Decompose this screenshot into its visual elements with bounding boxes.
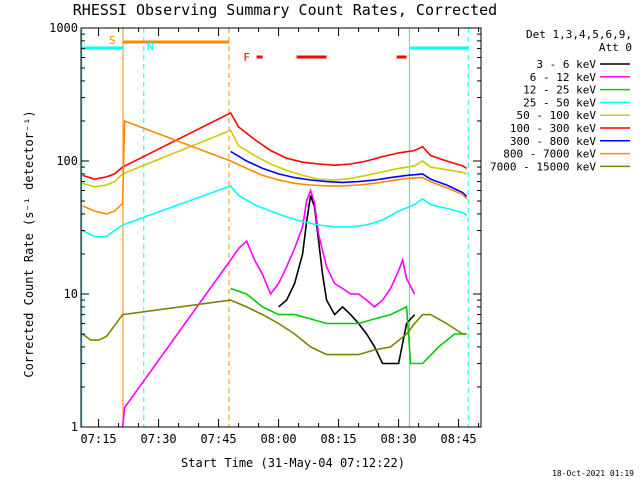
series-line-0 xyxy=(278,195,416,365)
y-axis-label: Corrected Count Rate (s⁻¹ detector⁻¹) xyxy=(22,110,36,377)
axes-group: 1 10 100 1000 07:15 07:30 07:45 08:00 08:15 08:30… xyxy=(49,21,481,446)
series-line-2 xyxy=(230,287,467,365)
legend-header: Det 1,3,4,5,6,9, xyxy=(526,28,632,41)
chart-title: RHESSI Observing Summary Count Rates, Co… xyxy=(72,1,498,19)
x-tick-label: 08:30 xyxy=(381,432,417,446)
generated-timestamp: 18-Oct-2021 01:19 xyxy=(552,469,634,478)
y-tick-label: 1000 xyxy=(49,21,78,35)
x-axis-label: Start Time (31-May-04 07:12:22) xyxy=(181,456,405,470)
legend-entry-label: 25 - 50 keV xyxy=(523,96,596,109)
saa-flag-label: S xyxy=(109,34,116,47)
series-line-1 xyxy=(121,188,416,428)
legend-entry-label: 6 - 12 keV xyxy=(530,71,597,84)
legend-entry-label: 7000 - 15000 keV xyxy=(490,160,596,173)
x-tick-label: 07:30 xyxy=(141,432,177,446)
series-line-3 xyxy=(82,184,468,238)
x-tick-label: 08:15 xyxy=(321,432,357,446)
y-tick-label: 1 xyxy=(71,420,78,434)
series-line-6 xyxy=(230,150,468,198)
x-tick-label: 07:15 xyxy=(81,432,117,446)
legend-entry-label: 300 - 800 keV xyxy=(510,135,596,148)
y-tick-label: 100 xyxy=(56,154,78,168)
y-tick-label: 10 xyxy=(64,287,78,301)
night-markers xyxy=(81,28,469,427)
x-tick-label: 07:45 xyxy=(201,432,237,446)
series-line-7 xyxy=(82,119,468,215)
legend-entry-label: 3 - 6 keV xyxy=(536,58,596,71)
legend-entry-label: 100 - 300 keV xyxy=(510,122,596,135)
legend-header: Att 0 xyxy=(599,41,632,54)
series-line-4 xyxy=(82,129,467,188)
series-line-8 xyxy=(82,299,467,356)
series-group xyxy=(82,111,468,428)
legend-entry-label: 800 - 7000 keV xyxy=(503,148,596,161)
x-tick-label: 08:00 xyxy=(261,432,297,446)
night-flag-label: N xyxy=(147,40,154,53)
series-line-5 xyxy=(82,111,468,181)
x-tick-label: 08:45 xyxy=(441,432,477,446)
legend-entry-label: 12 - 25 keV xyxy=(523,84,596,97)
plot-frame xyxy=(80,27,482,428)
flare-flag-label: F xyxy=(243,51,250,64)
flag-bars: S N F xyxy=(109,34,407,64)
legend-entry-label: 50 - 100 keV xyxy=(517,109,597,122)
